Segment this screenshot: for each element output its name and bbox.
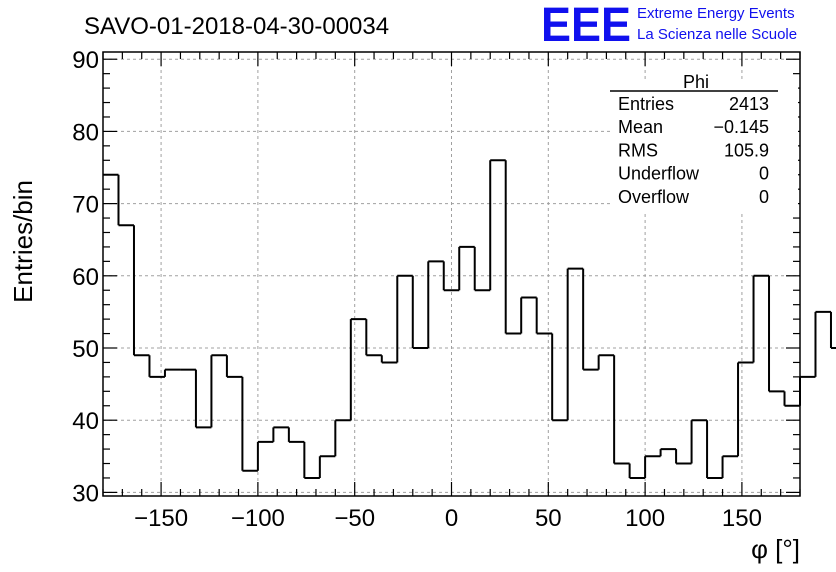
histogram-bin <box>163 368 181 377</box>
histogram-bin <box>628 463 646 479</box>
histogram-bin <box>427 260 444 348</box>
histogram-bin <box>194 369 212 429</box>
histogram-bin <box>520 296 537 334</box>
histogram-bin <box>318 455 336 478</box>
histogram-bin <box>132 225 150 357</box>
chart-title: SAVO-01-2018-04-30-00034 <box>84 13 389 40</box>
histogram-bin <box>768 275 785 393</box>
y-tick-label: 60 <box>72 264 99 291</box>
stats-box: Phi Entries 2413 Mean −0.145 RMS 105.9 Underfl… <box>610 72 798 212</box>
y-tick-label: 40 <box>72 408 99 435</box>
histogram-bin <box>613 355 630 465</box>
histogram-bin <box>535 297 553 335</box>
y-tick-label: 80 <box>72 119 99 146</box>
histogram-bin <box>365 319 382 357</box>
histogram-bin <box>442 261 460 292</box>
histogram-bin <box>349 318 367 421</box>
y-tick-label: 90 <box>72 47 99 74</box>
stats-value: 0 <box>759 164 769 184</box>
histogram-bin <box>752 274 770 363</box>
histogram-bin <box>675 449 692 465</box>
histogram-bin <box>721 455 739 478</box>
y-axis-label: Entries/bin <box>8 180 38 303</box>
histogram-bin <box>737 361 754 457</box>
histogram-bin <box>303 441 320 479</box>
histogram-bin <box>287 427 305 443</box>
stats-label: Overflow <box>618 187 690 207</box>
stats-box-background <box>610 80 798 212</box>
histogram-bin <box>814 310 831 377</box>
y-tick-label: 70 <box>72 192 99 219</box>
histogram-bin <box>396 274 413 363</box>
histogram-bars <box>103 159 836 479</box>
histogram-bin <box>783 391 800 407</box>
logo-line-2: La Scienza nelle Scuole <box>637 26 797 43</box>
x-tick-label: 50 <box>535 505 562 532</box>
histogram-bin <box>566 267 584 421</box>
histogram-bin <box>256 440 274 471</box>
plot-frame <box>102 51 801 497</box>
histogram-bin <box>473 246 491 292</box>
histogram-bin <box>489 159 506 291</box>
histogram-bin <box>334 419 351 457</box>
eee-logo: EEE Extreme Energy Events La Scienza nel… <box>541 0 797 52</box>
stats-value: 2413 <box>729 94 769 114</box>
histogram-bin <box>799 375 816 406</box>
x-tick-label: 100 <box>625 505 665 532</box>
x-axis-label: φ [°] <box>751 534 800 564</box>
histogram-bin <box>241 376 258 472</box>
histogram-bin <box>551 333 568 422</box>
stats-value: −0.145 <box>713 117 769 137</box>
histogram-bin <box>225 355 243 378</box>
y-tick-label: 30 <box>72 480 99 507</box>
histogram-bin <box>706 420 723 479</box>
histogram-bin <box>597 354 615 370</box>
stats-label: Entries <box>618 94 674 114</box>
x-tick-label: 150 <box>722 505 762 532</box>
histogram-bin <box>644 455 661 478</box>
x-tick-label: 0 <box>445 505 458 532</box>
histogram-bin <box>690 419 708 464</box>
histogram-bin <box>458 245 475 291</box>
stats-value: 0 <box>759 187 769 207</box>
eee-logo-mark: EEE <box>541 0 631 52</box>
tick-labels: −150 −100 −50 0 50 100 150 30 40 50 60 70 80 90 <box>72 47 762 532</box>
histogram-bin <box>829 311 836 349</box>
stats-value: 105.9 <box>724 140 769 160</box>
histogram-bin <box>411 275 429 349</box>
stats-rows: Entries 2413 Mean −0.145 RMS 105.9 Underflow 0 O… <box>618 94 769 207</box>
stats-label: Mean <box>618 117 663 137</box>
y-tick-label: 50 <box>72 336 99 363</box>
histogram-bin <box>504 160 522 335</box>
x-tick-label: −150 <box>134 505 188 532</box>
stats-title: Phi <box>683 72 709 92</box>
histogram-bin <box>659 448 677 457</box>
x-tick-label: −100 <box>231 505 285 532</box>
logo-line-1: Extreme Energy Events <box>637 5 795 22</box>
stats-label: Underflow <box>618 164 700 184</box>
histogram-bin <box>272 426 289 442</box>
histogram-bin <box>117 174 134 227</box>
histogram-bin <box>582 268 599 371</box>
histogram-bin <box>380 355 398 364</box>
stats-label: RMS <box>618 140 658 160</box>
x-tick-label: −50 <box>334 505 375 532</box>
histogram-bin <box>148 355 165 378</box>
histogram-bin <box>210 354 227 428</box>
